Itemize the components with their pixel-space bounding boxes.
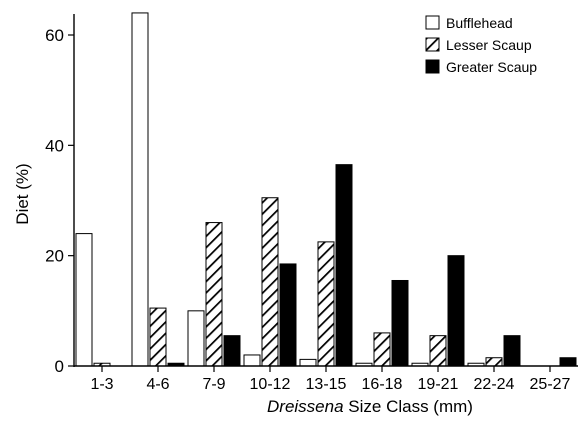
x-tick-label: 22-24 — [474, 376, 515, 393]
x-tick-label: 19-21 — [418, 376, 459, 393]
bar-lesser-scaup-10-12 — [261, 197, 279, 367]
bar-lesser-scaup-13-15 — [317, 241, 335, 367]
x-tick-label: 13-15 — [306, 376, 347, 393]
bar-lesser-scaup-16-18 — [373, 332, 391, 367]
bar-lesser-scaup-4-6 — [149, 307, 167, 367]
x-tick-label: 4-6 — [146, 376, 169, 393]
x-tick-label: 7-9 — [202, 376, 225, 393]
x-tick-label: 1-3 — [90, 376, 113, 393]
x-tick-label: 25-27 — [530, 376, 571, 393]
legend-swatch-bufflehead — [425, 15, 440, 30]
x-tick-label: 16-18 — [362, 376, 403, 393]
bars-group — [75, 12, 577, 367]
axes-group: 1-3 4-6 7-9 10-12 13-15 16-18 19-21 22-24 25-27 0… — [45, 14, 578, 393]
y-tick-label: 20 — [45, 247, 64, 266]
bar-greater-scaup-22-24 — [503, 335, 521, 367]
bar-greater-scaup-16-18 — [391, 279, 409, 367]
bar-lesser-scaup-7-9 — [205, 222, 223, 367]
x-axis-label-rest: Size Class (mm) — [344, 397, 473, 416]
legend-swatch-greater-scaup — [425, 59, 440, 74]
x-axis-label: Dreissena Size Class (mm) — [267, 397, 473, 416]
y-tick-label: 40 — [45, 136, 64, 155]
bar-bufflehead-1-3 — [75, 233, 93, 367]
y-tick-label: 60 — [45, 26, 64, 45]
x-tick-label: 10-12 — [250, 376, 291, 393]
bar-lesser-scaup-19-21 — [429, 335, 447, 367]
y-axis-label: Diet (%) — [13, 163, 32, 224]
bar-greater-scaup-13-15 — [335, 164, 353, 367]
bar-greater-scaup-25-27 — [559, 357, 577, 367]
bar-greater-scaup-10-12 — [279, 263, 297, 367]
legend-label-bufflehead: Bufflehead — [446, 15, 513, 31]
legend-label-lesser-scaup: Lesser Scaup — [446, 37, 532, 53]
bar-greater-scaup-7-9 — [223, 335, 241, 367]
bar-bufflehead-7-9 — [187, 310, 205, 367]
bar-lesser-scaup-22-24 — [485, 357, 503, 367]
y-tick-label: 0 — [55, 357, 64, 376]
bar-bufflehead-13-15 — [299, 358, 317, 367]
bar-bufflehead-10-12 — [243, 354, 261, 367]
legend: Bufflehead Lesser Scaup Greater Scaup — [425, 15, 537, 75]
legend-swatch-lesser-scaup — [425, 37, 440, 52]
bar-bufflehead-4-6 — [131, 12, 149, 367]
bar-greater-scaup-19-21 — [447, 255, 465, 367]
x-axis-label-italic: Dreissena — [267, 397, 344, 416]
legend-label-greater-scaup: Greater Scaup — [446, 59, 537, 75]
